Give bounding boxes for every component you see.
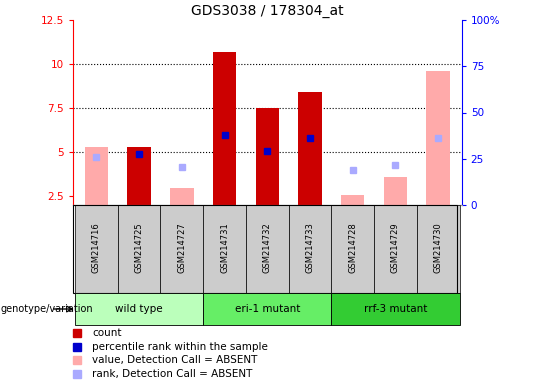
Text: GSM214729: GSM214729 [391, 222, 400, 273]
Text: GSM214728: GSM214728 [348, 222, 357, 273]
Bar [203, 205, 246, 293]
Text: wild type: wild type [116, 304, 163, 314]
Bar [203, 293, 332, 325]
Text: GSM214725: GSM214725 [134, 222, 144, 273]
Bar [118, 205, 160, 293]
Bar [298, 92, 322, 205]
Bar [213, 52, 237, 205]
Bar [75, 205, 118, 293]
Text: GSM214731: GSM214731 [220, 222, 229, 273]
Text: count: count [92, 328, 122, 338]
Bar [246, 205, 289, 293]
Text: rank, Detection Call = ABSENT: rank, Detection Call = ABSENT [92, 369, 253, 379]
Text: percentile rank within the sample: percentile rank within the sample [92, 341, 268, 351]
Text: GSM214733: GSM214733 [306, 222, 314, 273]
Bar [160, 205, 203, 293]
Bar [374, 205, 417, 293]
Text: GSM214730: GSM214730 [434, 222, 443, 273]
Text: rrf-3 mutant: rrf-3 mutant [364, 304, 427, 314]
Bar [332, 293, 460, 325]
Bar [384, 177, 407, 205]
Bar [427, 71, 450, 205]
Text: eri-1 mutant: eri-1 mutant [234, 304, 300, 314]
Text: GSM214716: GSM214716 [92, 222, 101, 273]
Bar [170, 188, 194, 205]
Title: GDS3038 / 178304_at: GDS3038 / 178304_at [191, 3, 343, 18]
Text: GSM214732: GSM214732 [263, 222, 272, 273]
Text: value, Detection Call = ABSENT: value, Detection Call = ABSENT [92, 356, 258, 366]
Text: GSM214727: GSM214727 [177, 222, 186, 273]
Bar [75, 293, 203, 325]
Bar [85, 147, 108, 205]
Bar [255, 108, 279, 205]
Bar [341, 195, 364, 205]
Bar [332, 205, 374, 293]
Bar [417, 205, 460, 293]
Bar [127, 147, 151, 205]
Bar [289, 205, 332, 293]
Text: genotype/variation: genotype/variation [1, 304, 93, 314]
